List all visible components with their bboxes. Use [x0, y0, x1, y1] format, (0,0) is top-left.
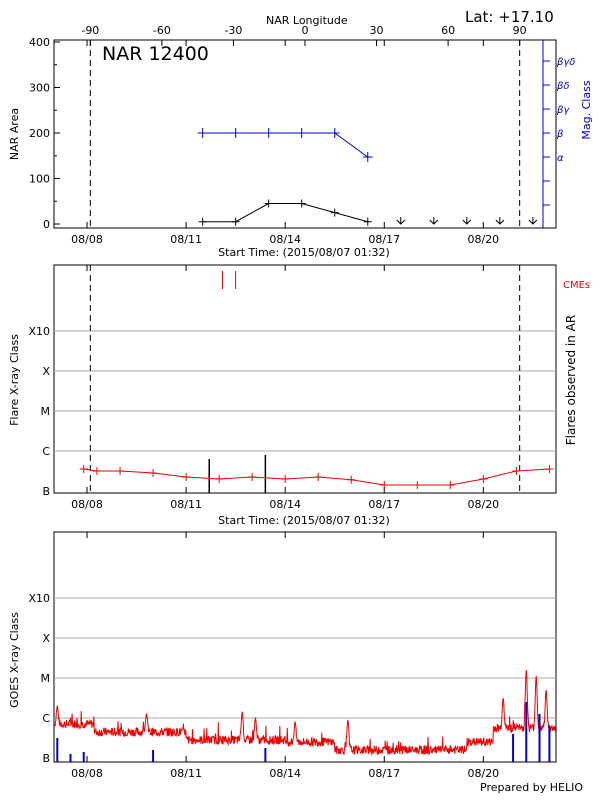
mag-class-point	[197, 128, 208, 138]
nar-area-upper-limit	[462, 217, 472, 225]
x-tick-label: 08/11	[170, 233, 202, 246]
top-tick-label: 90	[513, 24, 527, 37]
panel2-y2label: Flares observed in AR	[564, 315, 578, 445]
y-tick-label: 100	[29, 173, 50, 186]
nar-area-point	[264, 199, 273, 208]
nar-area-point	[363, 217, 372, 226]
panel2-frame	[53, 264, 557, 494]
mag-class-label: α	[557, 153, 564, 164]
panel1-title: NAR 12400	[102, 43, 209, 65]
y-tick-label: 300	[29, 82, 50, 95]
nar-area-upper-limit	[396, 217, 406, 225]
y-tick-label: 200	[29, 127, 50, 140]
y-tick-label: 0	[43, 218, 50, 231]
y-tick-label: X10	[28, 325, 50, 338]
panel2-ylabel: Flare X-ray Class	[8, 334, 21, 426]
top-tick-label: -60	[153, 24, 171, 37]
nar-area-point	[297, 199, 306, 208]
nar-area-point	[330, 208, 339, 217]
y-tick-label: X	[42, 365, 50, 378]
goes-long-channel	[54, 669, 557, 756]
nar-area-upper-limit	[528, 217, 538, 225]
x-tick-label: 08/08	[71, 498, 103, 511]
x-tick-label: 08/08	[71, 767, 103, 780]
background-flux-point	[446, 481, 455, 489]
mag-class-point	[329, 128, 340, 138]
background-flux-point	[215, 475, 224, 483]
y-tick-label: M	[41, 672, 51, 685]
y-tick-label: B	[42, 485, 50, 498]
top-tick-label: 0	[302, 24, 309, 37]
x-tick-label: 08/20	[467, 233, 499, 246]
panel1-y2label: Mag. Class	[580, 80, 593, 139]
background-flux-point	[512, 467, 521, 475]
background-flux-point	[182, 473, 191, 481]
background-flux-point	[314, 473, 323, 481]
mag-class-point	[263, 128, 274, 138]
x-tick-label: 08/14	[269, 767, 301, 780]
background-flux-point	[347, 475, 356, 484]
panel1-ylabel: NAR Area	[8, 108, 21, 160]
x-tick-label: 08/11	[170, 767, 202, 780]
nar-area-upper-limit	[495, 217, 505, 225]
mag-class-label: βγ	[556, 105, 570, 116]
y-tick-label: X10	[28, 592, 50, 605]
panel3-ylabel: GOES X-ray Class	[8, 612, 21, 708]
panel3-frame	[53, 531, 557, 763]
background-flux-line	[83, 468, 550, 486]
background-flux-point	[545, 465, 554, 473]
x-tick-label: 08/14	[269, 233, 301, 246]
flare-class-panel: Flare X-ray Class Flares observed in AR …	[8, 264, 590, 527]
panel1-xlabel: Start Time: (2015/08/07 01:32)	[218, 246, 390, 259]
y-tick-label: B	[42, 752, 50, 765]
x-tick-label: 08/17	[368, 233, 400, 246]
y-tick-label: X	[42, 632, 50, 645]
background-flux-point	[479, 475, 488, 483]
x-tick-label: 08/14	[269, 498, 301, 511]
y-tick-label: 400	[29, 36, 50, 49]
panel2-xlabel: Start Time: (2015/08/07 01:32)	[218, 514, 390, 527]
top-tick-label: -90	[81, 24, 99, 37]
prepared-by-label: Prepared by HELIO	[480, 781, 583, 794]
mag-class-label: β	[556, 129, 564, 140]
mag-class-label: βγδ	[556, 57, 575, 68]
top-tick-label: -30	[224, 24, 242, 37]
background-flux-point	[248, 473, 257, 481]
background-flux-point	[116, 467, 125, 475]
mag-class-point	[362, 152, 373, 162]
nar-area-point	[231, 217, 240, 226]
mag-class-line	[202, 132, 369, 158]
cme-label: CMEs	[563, 280, 590, 291]
nar-area-upper-limit	[429, 217, 439, 225]
nar-area-line	[202, 203, 368, 223]
background-flux-point	[413, 481, 422, 489]
y-tick-label: C	[42, 712, 50, 725]
x-tick-label: 08/11	[170, 498, 202, 511]
panel1-frame	[53, 39, 557, 229]
nar-area-point	[198, 217, 207, 226]
x-tick-label: 08/17	[368, 498, 400, 511]
goes-xray-panel: GOES X-ray Class 08/08 08/11 08/14 08/17 08/…	[8, 531, 557, 780]
top-tick-label: 60	[441, 24, 455, 37]
mag-class-label: βδ	[556, 81, 570, 92]
x-tick-label: 08/20	[467, 767, 499, 780]
background-flux-point	[92, 467, 101, 475]
x-tick-label: 08/20	[467, 498, 499, 511]
top-tick-label: 30	[370, 24, 384, 37]
y-tick-label: C	[42, 445, 50, 458]
mag-class-point	[296, 128, 307, 138]
mag-class-point	[230, 128, 241, 138]
top-axis-label: NAR Longitude	[266, 14, 348, 27]
latitude-label: Lat: +17.10	[465, 8, 554, 26]
nar-area-panel: NAR 12400 NAR Area Mag. Class Start Time…	[8, 24, 593, 259]
background-flux-point	[149, 469, 158, 477]
background-flux-point	[281, 475, 290, 483]
background-flux-point	[380, 481, 389, 489]
y-tick-label: M	[41, 405, 51, 418]
x-tick-label: 08/17	[368, 767, 400, 780]
x-tick-label: 08/08	[71, 233, 103, 246]
background-flux-point	[79, 465, 88, 473]
